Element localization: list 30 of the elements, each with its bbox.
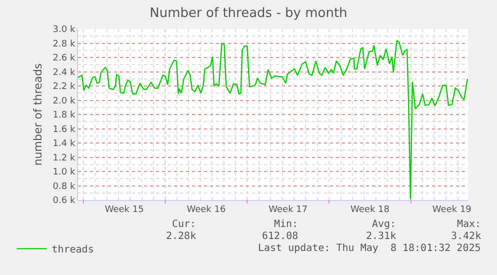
y-tick-label: 2.2 k [52,82,76,92]
x-tick-label: Week 18 [350,204,390,215]
y-tick-label: 1.8 k [52,110,76,121]
x-tick-label: Week 17 [268,204,308,215]
text: 3.42k [451,231,482,242]
legend-label: threads [52,244,94,256]
text: Max: [457,219,482,230]
y-tick-label: 1.4 k [52,139,76,150]
text: 2.28k [166,231,196,242]
text: Cur: [172,219,196,230]
y-tick-label: 2.8 k [52,39,76,50]
x-tick-label: Week 16 [186,204,226,215]
text: Min: [274,219,298,230]
y-tick-label: 2.0 k [52,96,76,106]
chart-title: Number of threads - by month [150,6,348,22]
y-tick-label: 0.6 k [52,196,76,206]
x-tick-label: Week 19 [432,204,472,215]
y-tick-label: 1.0 k [52,168,76,178]
y-axis-title: number of threads [31,63,44,166]
x-tick-label: Week 15 [104,204,144,215]
y-tick-label: 1.2 k [52,153,76,164]
text: Last update: Thu May 8 18:01:32 2025 [258,243,481,254]
y-tick-label: 1.6 k [52,124,76,135]
y-tick-label: 0.8 k [52,182,76,192]
text: Avg: [372,219,396,230]
text: 2.31k [366,231,396,242]
y-tick-label: 3.0 k [52,25,76,36]
y-tick-label: 2.6 k [52,54,76,64]
y-tick-label: 2.4 k [52,68,76,78]
text: 612.08 [262,231,298,242]
